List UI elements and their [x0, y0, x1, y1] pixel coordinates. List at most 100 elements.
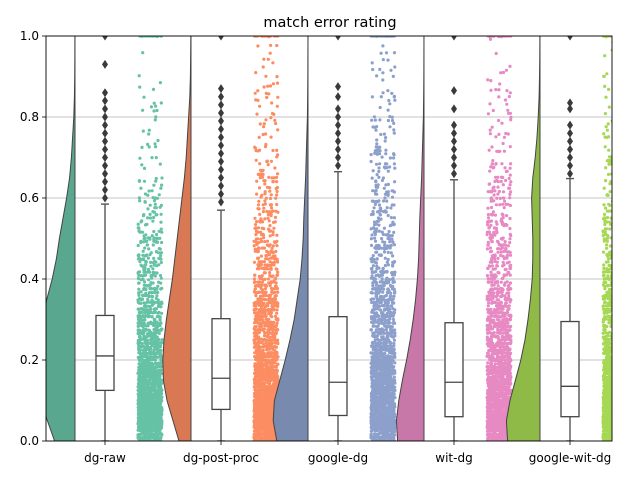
- strip-point: [148, 388, 153, 392]
- strip-point: [256, 368, 260, 372]
- strip-point: [253, 344, 257, 348]
- strip-point: [269, 419, 274, 424]
- strip-point: [159, 281, 163, 285]
- strip-point: [147, 418, 151, 422]
- strip-point: [153, 307, 157, 311]
- strip-point: [151, 267, 155, 271]
- strip-point: [253, 402, 257, 406]
- strip-point: [146, 256, 150, 260]
- strip-point: [264, 118, 268, 122]
- strip-point: [258, 408, 263, 413]
- strip-point: [137, 277, 141, 281]
- strip-point: [141, 372, 145, 376]
- outlier: [218, 157, 224, 167]
- strip-point: [143, 223, 148, 227]
- strip-point: [265, 348, 269, 352]
- strip-point: [142, 335, 146, 339]
- strip-point: [139, 263, 143, 267]
- strip-point: [276, 317, 280, 321]
- strip-point: [154, 156, 158, 160]
- strip-point: [152, 256, 156, 260]
- strip-point: [146, 216, 150, 220]
- outlier: [102, 96, 108, 106]
- strip-point: [265, 95, 269, 100]
- strip-point: [257, 246, 261, 250]
- strip-point: [159, 220, 163, 224]
- strip-point: [160, 286, 164, 290]
- strip-point: [275, 104, 279, 108]
- strip-point: [137, 287, 141, 291]
- strip-point: [256, 382, 260, 386]
- strip-point: [159, 186, 163, 190]
- strip-point: [156, 398, 160, 403]
- strip-point: [136, 270, 141, 274]
- strip-point: [139, 290, 143, 294]
- strip-point: [268, 51, 272, 55]
- strip-point: [269, 263, 273, 267]
- strip-point: [381, 290, 385, 294]
- strip-point: [137, 74, 141, 78]
- strip-point: [144, 328, 148, 332]
- strip-point: [258, 375, 263, 379]
- violin-google-dg: [272, 36, 309, 441]
- strip-point: [270, 341, 274, 345]
- strip-point: [265, 263, 269, 267]
- strip-point: [270, 307, 274, 311]
- strip-point: [259, 402, 263, 406]
- strip-point: [157, 405, 161, 409]
- strip-point: [386, 213, 390, 218]
- strip-point: [254, 334, 258, 338]
- strip-point: [253, 273, 257, 277]
- strip-point: [154, 328, 158, 332]
- strip-point: [260, 388, 264, 392]
- strip-point: [268, 224, 272, 228]
- strip-point: [267, 219, 271, 223]
- outlier: [218, 108, 224, 118]
- strip-point: [268, 84, 273, 88]
- strip-point: [266, 361, 270, 365]
- strip-point: [272, 391, 276, 396]
- strip-point: [260, 436, 264, 440]
- strip-point: [267, 298, 271, 302]
- strip-point: [253, 91, 257, 95]
- strip-point: [268, 189, 272, 193]
- strip-point: [268, 365, 272, 369]
- strip-point: [159, 379, 163, 383]
- strip-point: [137, 419, 141, 423]
- strip-point: [139, 307, 143, 311]
- strip-point: [273, 385, 277, 389]
- boxplot-dg-raw: [95, 36, 115, 441]
- strip-point: [159, 260, 163, 265]
- strip-point: [255, 112, 259, 116]
- strip-point: [155, 432, 159, 436]
- strip-point: [263, 424, 267, 428]
- strip-point: [267, 327, 272, 331]
- strip-point: [137, 297, 142, 301]
- strip-point: [269, 361, 273, 365]
- strip-point: [262, 206, 266, 210]
- strip-point: [137, 382, 141, 386]
- strip-point: [269, 392, 273, 396]
- strip-point: [137, 179, 141, 183]
- strip-point: [139, 358, 143, 362]
- strip-point: [158, 247, 162, 251]
- chart-title: match error rating: [263, 15, 396, 31]
- strip-point: [263, 354, 267, 358]
- boxplot-dg-post-proc: [211, 36, 231, 441]
- strip-point: [159, 412, 163, 416]
- strip-point: [271, 180, 275, 184]
- strip-point: [267, 352, 271, 356]
- strip-point: [136, 253, 140, 258]
- strip-point: [270, 325, 274, 329]
- strip-point: [266, 163, 270, 167]
- strip-point: [264, 340, 268, 345]
- strip-point: [155, 381, 159, 385]
- strip-point: [256, 365, 260, 369]
- strip-point: [158, 205, 162, 209]
- strip-point: [275, 155, 279, 159]
- strip-point: [272, 372, 276, 376]
- strip-point: [153, 291, 157, 295]
- strip-point: [271, 436, 275, 440]
- strip-point: [252, 338, 256, 342]
- strip-point: [145, 243, 149, 247]
